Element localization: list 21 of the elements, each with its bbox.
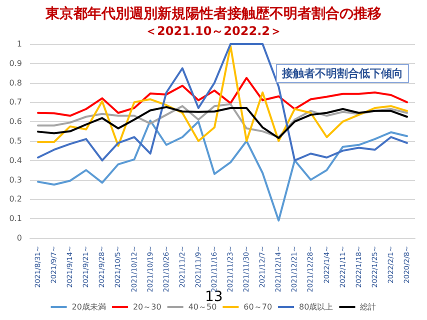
- legend-label: 総計: [359, 302, 376, 312]
- y-tick-label: 0.7: [9, 98, 22, 107]
- legend-label: 20～30: [132, 302, 162, 312]
- legend-label: 80歳以上: [299, 302, 334, 312]
- y-tick-label: 0.1: [9, 214, 22, 224]
- y-tick-label: 1: [16, 40, 22, 48]
- legend-label: 40～50: [188, 302, 217, 312]
- legend-label: 60～70: [244, 302, 272, 312]
- y-tick-label: 0.8: [9, 78, 22, 88]
- y-tick-label: 0.4: [9, 156, 22, 165]
- annotation: 接触者不明割合低下傾向: [281, 67, 403, 80]
- legend-label: 20歳未満: [72, 302, 106, 312]
- y-tick-label: 0.6: [9, 117, 22, 126]
- chart-subtitle: ＜2021.10～2022.2＞: [145, 24, 282, 38]
- y-tick-label: 0.9: [9, 58, 22, 68]
- y-tick-label: 0.5: [9, 136, 22, 146]
- y-tick-label: 0.3: [9, 175, 22, 184]
- y-tick-label: 0: [16, 234, 22, 242]
- line-series: [37, 120, 408, 222]
- chart-title: 東京都年代別週別新規陽性者接触歴不明者割合の推移: [44, 5, 382, 22]
- y-tick-label: 0.2: [9, 194, 22, 204]
